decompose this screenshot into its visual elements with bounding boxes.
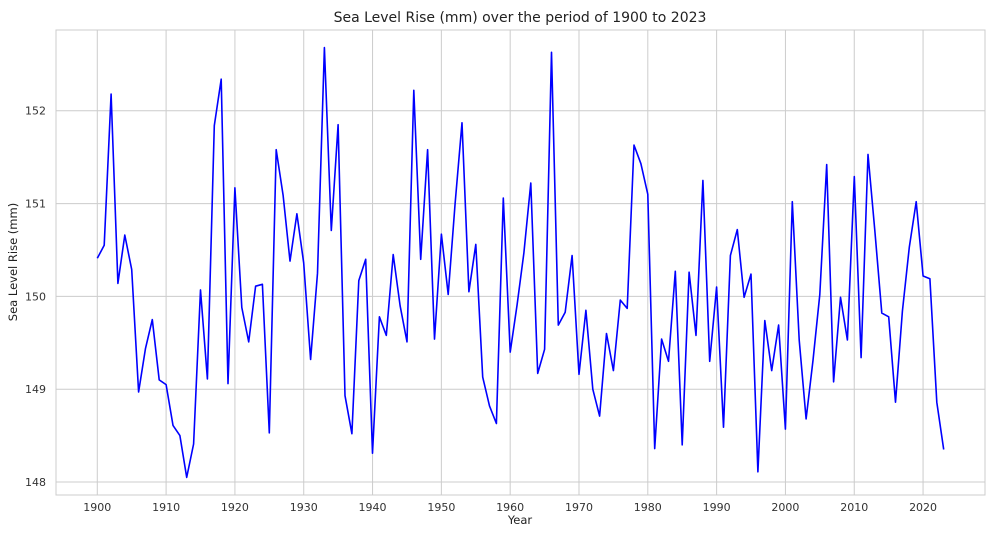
y-gridlines (56, 110, 985, 483)
x-tick-label: 1960 (496, 501, 524, 514)
x-tick-label: 1900 (83, 501, 111, 514)
y-tick-label: 152 (25, 105, 46, 118)
x-tick-labels: 1900 1910 1920 1930 1940 1950 1960 1970 1980 1990… (83, 501, 937, 514)
y-axis-label: Sea Level Rise (mm) (6, 203, 20, 321)
x-gridlines (96, 30, 924, 495)
x-tick-label: 1950 (427, 501, 455, 514)
x-tick-label: 1970 (565, 501, 593, 514)
y-tick-label: 150 (25, 290, 46, 303)
x-tick-label: 1990 (703, 501, 731, 514)
x-tick-label: 1920 (221, 501, 249, 514)
x-tick-label: 2000 (771, 501, 799, 514)
x-tick-label: 2010 (840, 501, 868, 514)
x-tick-label: 2020 (909, 501, 937, 514)
x-tick-label: 1940 (359, 501, 387, 514)
y-tick-labels: 148 149 150 151 152 (25, 105, 46, 489)
series-layer (96, 46, 945, 479)
x-tick-label: 1980 (634, 501, 662, 514)
x-axis-label: Year (507, 513, 533, 527)
plot-area (55, 29, 986, 496)
y-tick-label: 151 (25, 198, 46, 211)
y-tick-label: 148 (25, 476, 46, 489)
y-tick-label: 149 (25, 383, 46, 396)
x-tick-label: 1930 (290, 501, 318, 514)
sea-level-series-line (96, 46, 945, 479)
x-tick-label: 1910 (152, 501, 180, 514)
chart-title: Sea Level Rise (mm) over the period of 1… (334, 10, 707, 26)
